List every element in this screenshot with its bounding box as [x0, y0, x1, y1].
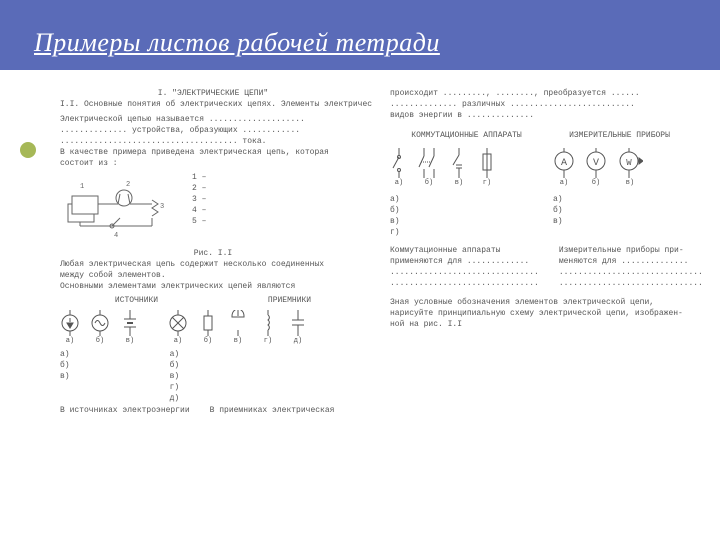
text-line: между собой элементов.: [60, 271, 366, 281]
header-underline: [0, 66, 720, 70]
symbol-label: д): [294, 337, 302, 345]
svg-text:W: W: [626, 158, 632, 168]
text-line: Основными элементами электрических цепей…: [60, 282, 366, 292]
blank-line: а): [60, 350, 70, 360]
blank-line: б): [60, 361, 70, 371]
symbol-label: а): [395, 179, 403, 187]
fig-label: Рис. I.I: [60, 249, 366, 259]
subchapter-title: I.I. Основные понятия об электрических ц…: [60, 100, 366, 110]
slide-title: Примеры листов рабочей тетради: [34, 28, 720, 58]
list-item: 5 –: [192, 217, 206, 227]
symbol-label: г): [483, 179, 491, 187]
blank-line: в): [170, 372, 180, 382]
symbol-label: б): [96, 337, 104, 345]
breaker-icon: [450, 148, 468, 178]
svg-text:4: 4: [114, 232, 118, 240]
text-line: происходит ........., ........, преобраз…: [390, 89, 696, 99]
ac-source-icon: [90, 310, 110, 336]
blank-line: в): [553, 217, 696, 227]
section-head-receivers: ПРИЕМНИКИ: [268, 296, 311, 306]
svg-text:1: 1: [80, 183, 84, 191]
dc-source-icon: [60, 310, 80, 336]
symbol-label: б): [425, 179, 433, 187]
text-line: ной на рис. I.I: [390, 320, 696, 330]
switch-2pole-icon: [418, 148, 440, 178]
text-line: Измерительные приборы при-: [559, 246, 702, 256]
fuse-icon: [478, 148, 496, 178]
symbol-label: в): [626, 179, 634, 187]
symbol-label: а): [66, 337, 74, 345]
text-line: Любая электрическая цепь содержит нескол…: [60, 260, 366, 270]
blank-line: а): [553, 195, 696, 205]
blank-line: а): [390, 195, 533, 205]
section-head-sources: ИСТОЧНИКИ: [115, 296, 158, 306]
chapter-title: I. "ЭЛЕКТРИЧЕСКИЕ ЦЕПИ": [60, 89, 366, 99]
text-line: В источниках электроэнергии: [60, 406, 190, 416]
content-area: I. "ЭЛЕКТРИЧЕСКИЕ ЦЕПИ" I.I. Основные по…: [0, 78, 720, 540]
text-line: ...............................: [559, 279, 702, 289]
blank-line: д): [170, 394, 180, 404]
text-line: видов энергии в ..............: [390, 111, 696, 121]
blank-line: г): [390, 228, 533, 238]
blank-line: б): [390, 206, 533, 216]
text-line: В качестве примера приведена электрическ…: [60, 148, 366, 158]
resistor-icon: [198, 310, 218, 336]
svg-text:V: V: [593, 158, 599, 169]
text-line: нарисуйте принципиальную схему электриче…: [390, 309, 696, 319]
list-item: 4 –: [192, 206, 206, 216]
switch-open-icon: [390, 148, 408, 178]
capacitor-icon: [288, 310, 308, 336]
symbol-label: б): [592, 179, 600, 187]
symbol-label: в): [234, 337, 242, 345]
voltmeter-icon: V: [585, 148, 607, 178]
ammeter-icon: A: [553, 148, 575, 178]
text-line: состоит из :: [60, 159, 366, 169]
bell-icon: [228, 310, 248, 336]
blank-line: в): [60, 372, 70, 382]
list-item: 1 –: [192, 173, 206, 183]
svg-text:A: A: [561, 158, 567, 169]
symbol-label: б): [204, 337, 212, 345]
symbol-label: а): [174, 337, 182, 345]
battery-icon: [120, 310, 140, 336]
text-line: ...............................: [390, 268, 539, 278]
slide-header: Примеры листов рабочей тетради: [0, 0, 720, 66]
text-line: ...............................: [559, 268, 702, 278]
bullet-icon: [20, 142, 36, 158]
svg-text:3: 3: [160, 203, 164, 211]
blank-line: г): [170, 383, 180, 393]
blank-line: в): [390, 217, 533, 227]
blank-line: б): [553, 206, 696, 216]
text-line: Зная условные обозначения элементов элек…: [390, 298, 696, 308]
text-line: .............. различных ...............…: [390, 100, 696, 110]
list-item: 3 –: [192, 195, 206, 205]
text-line: ..................................... то…: [60, 137, 366, 147]
text-line: меняются для ..............: [559, 257, 702, 267]
inductor-icon: [258, 310, 278, 336]
svg-text:2: 2: [126, 181, 130, 189]
section-head-meters: ИЗМЕРИТЕЛЬНЫЕ ПРИБОРЫ: [551, 131, 689, 141]
blank-line: а): [170, 350, 180, 360]
lamp-icon: [168, 310, 188, 336]
wattmeter-icon: W: [617, 148, 643, 178]
text-line: .............. устройства, образующих ..…: [60, 126, 366, 136]
workbook-page-right: происходит ........., ........, преобраз…: [384, 84, 702, 540]
circuit-sketch-icon: 1 2 3 4: [60, 174, 180, 244]
blank-line: б): [170, 361, 180, 371]
text-line: Электрической цепью называется .........…: [60, 115, 366, 125]
symbol-row: а) б) в) а) б) в) г) д): [60, 310, 366, 346]
symbol-label: г): [264, 337, 272, 345]
text-line: применяются для .............: [390, 257, 539, 267]
text-line: ...............................: [390, 279, 539, 289]
symbol-label: в): [126, 337, 134, 345]
text-line: Коммутационные аппараты: [390, 246, 539, 256]
symbol-label: а): [560, 179, 568, 187]
section-head-commutation: КОММУТАЦИОННЫЕ АППАРАТЫ: [398, 131, 536, 141]
workbook-page-left: I. "ЭЛЕКТРИЧЕСКИЕ ЦЕПИ" I.I. Основные по…: [54, 84, 372, 540]
text-line: В приемниках электрическая: [210, 406, 335, 416]
list-item: 2 –: [192, 184, 206, 194]
symbol-label: в): [455, 179, 463, 187]
